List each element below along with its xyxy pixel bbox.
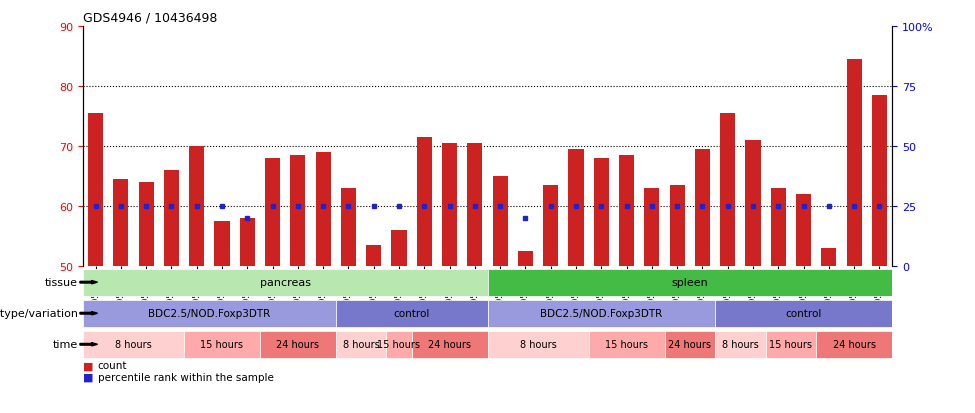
Bar (83, 300, 335, 327)
Bar (240, 218, 254, 266)
Bar (846, 60, 862, 266)
Bar (488, 269, 892, 296)
Bar (568, 150, 584, 266)
Text: 24 hours: 24 hours (276, 339, 320, 349)
Bar (214, 221, 229, 266)
Bar (411, 331, 488, 358)
Text: 8 hours: 8 hours (520, 339, 557, 349)
Bar (83, 331, 184, 358)
Bar (765, 331, 816, 358)
Bar (335, 300, 488, 327)
Text: pancreas: pancreas (259, 278, 311, 287)
Bar (88, 114, 103, 266)
Text: control: control (394, 309, 430, 318)
Text: tissue: tissue (45, 278, 78, 287)
Bar (442, 144, 457, 266)
Text: percentile rank within the sample: percentile rank within the sample (98, 372, 273, 382)
Bar (821, 248, 837, 266)
Text: genotype/variation: genotype/variation (0, 309, 78, 318)
Text: BDC2.5/NOD.Foxp3DTR: BDC2.5/NOD.Foxp3DTR (148, 309, 270, 318)
Bar (695, 150, 710, 266)
Bar (335, 331, 386, 358)
Bar (543, 185, 559, 266)
Bar (366, 245, 381, 266)
Bar (467, 144, 483, 266)
Text: 15 hours: 15 hours (201, 339, 244, 349)
Bar (619, 156, 634, 266)
Bar (665, 331, 715, 358)
Bar (113, 180, 129, 266)
Bar (770, 188, 786, 266)
Bar (386, 331, 411, 358)
Bar (816, 331, 892, 358)
Bar (265, 159, 280, 266)
Text: GDS4946 / 10436498: GDS4946 / 10436498 (83, 12, 217, 25)
Bar (488, 300, 715, 327)
Bar (715, 300, 892, 327)
Bar (721, 114, 735, 266)
Bar (518, 252, 533, 266)
Bar (291, 156, 305, 266)
Bar (796, 195, 811, 266)
Text: 15 hours: 15 hours (769, 339, 812, 349)
Bar (872, 96, 887, 266)
Text: spleen: spleen (672, 278, 708, 287)
Bar (488, 331, 589, 358)
Bar (260, 331, 335, 358)
Text: time: time (53, 339, 78, 349)
Bar (644, 188, 659, 266)
Bar (416, 138, 432, 266)
Text: 8 hours: 8 hours (115, 339, 152, 349)
Bar (138, 183, 154, 266)
Bar (589, 331, 665, 358)
Text: 15 hours: 15 hours (377, 339, 420, 349)
Text: 24 hours: 24 hours (668, 339, 712, 349)
Text: 24 hours: 24 hours (428, 339, 471, 349)
Bar (594, 159, 608, 266)
Bar (670, 185, 684, 266)
Text: ■: ■ (83, 361, 94, 370)
Bar (316, 152, 331, 266)
Text: 15 hours: 15 hours (605, 339, 648, 349)
Text: 8 hours: 8 hours (722, 339, 759, 349)
Text: 8 hours: 8 hours (342, 339, 379, 349)
Bar (715, 331, 765, 358)
Bar (341, 188, 356, 266)
Bar (746, 140, 760, 266)
Text: control: control (786, 309, 822, 318)
Bar (391, 230, 407, 266)
Text: count: count (98, 361, 127, 370)
Text: 24 hours: 24 hours (833, 339, 876, 349)
Bar (189, 147, 205, 266)
Text: BDC2.5/NOD.Foxp3DTR: BDC2.5/NOD.Foxp3DTR (540, 309, 662, 318)
Bar (492, 177, 508, 266)
Bar (184, 331, 260, 358)
Text: ■: ■ (83, 372, 94, 382)
Bar (164, 171, 179, 266)
Bar (83, 269, 488, 296)
